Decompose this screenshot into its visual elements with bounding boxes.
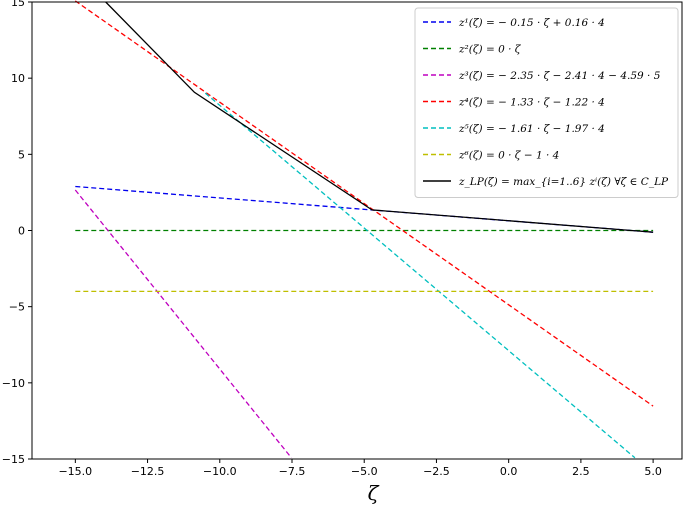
x-tick-label: −12.5 bbox=[131, 465, 165, 478]
plot-area bbox=[74, 0, 654, 459]
series-line-7 bbox=[105, 1, 654, 233]
y-tick-label: 5 bbox=[18, 148, 25, 161]
x-axis-label: ζ bbox=[368, 481, 380, 505]
x-tick-label: −5.0 bbox=[351, 465, 378, 478]
legend-label: z²(ζ) = 0 · ζ bbox=[458, 44, 522, 56]
legend-label: z³(ζ) = − 2.35 · ζ − 2.41 · 4 − 4.59 · 5 bbox=[458, 70, 661, 82]
series-line-3 bbox=[74, 189, 292, 459]
legend-label: z⁴(ζ) = − 1.33 · ζ − 1.22 · 4 bbox=[458, 97, 605, 109]
x-tick-label: −7.5 bbox=[279, 465, 306, 478]
legend-label: z⁶(ζ) = 0 · ζ − 1 · 4 bbox=[458, 150, 559, 162]
legend: z¹(ζ) = − 0.15 · ζ + 0.16 · 4 z²(ζ) = 0 ·… bbox=[414, 7, 679, 198]
x-tick-label: −2.5 bbox=[423, 465, 450, 478]
x-tick-label: 5.0 bbox=[644, 465, 662, 478]
legend-label: z¹(ζ) = − 0.15 · ζ + 0.16 · 4 bbox=[458, 17, 605, 29]
y-tick-label: 10 bbox=[11, 72, 25, 85]
series-line-4 bbox=[74, 0, 654, 407]
legend-box bbox=[414, 7, 679, 198]
series-line-5 bbox=[204, 92, 636, 459]
y-axis: −15 −10 −5 0 5 10 15 bbox=[2, 0, 32, 466]
x-tick-label: −15.0 bbox=[58, 465, 92, 478]
y-tick-label: 0 bbox=[18, 225, 25, 238]
y-tick-label: −10 bbox=[2, 377, 25, 390]
x-tick-label: 2.5 bbox=[572, 465, 590, 478]
x-axis: −15.0 −12.5 −10.0 −7.5 −5.0 −2.5 0.0 2.5 5.0 bbox=[58, 459, 662, 478]
y-tick-label: −15 bbox=[2, 453, 25, 466]
y-tick-label: 15 bbox=[11, 0, 25, 9]
x-tick-label: 0.0 bbox=[500, 465, 518, 478]
legend-label: z_LP(ζ) = max_{i=1..6} zⁱ(ζ) ∀ζ ∈ C_LP bbox=[458, 176, 669, 188]
x-tick-label: −10.0 bbox=[203, 465, 237, 478]
y-tick-label: −5 bbox=[9, 301, 25, 314]
legend-label: z⁵(ζ) = − 1.61 · ζ − 1.97 · 4 bbox=[458, 123, 605, 135]
